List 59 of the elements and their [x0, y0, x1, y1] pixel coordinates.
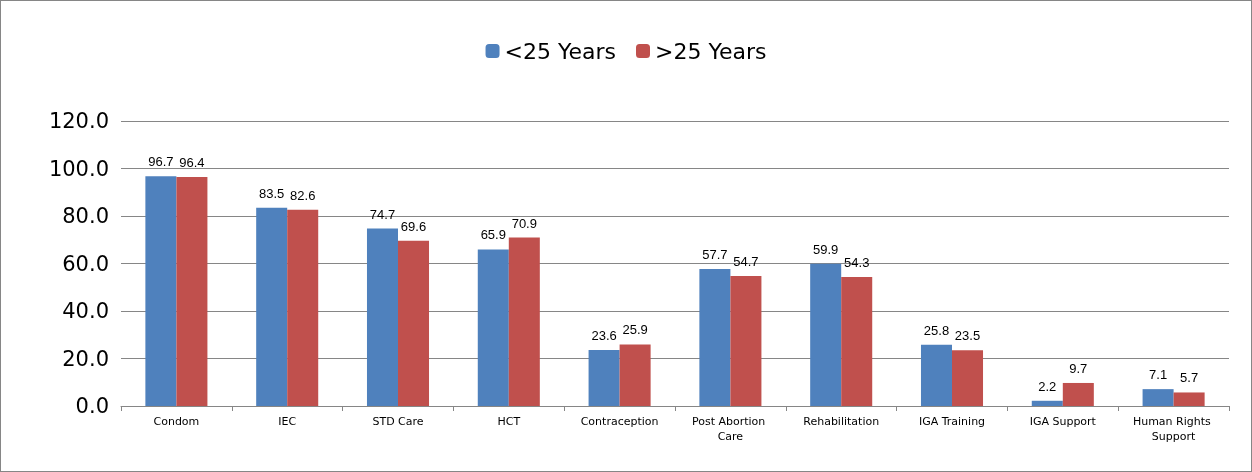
bar — [699, 268, 731, 406]
data-label: 25.9 — [622, 322, 648, 338]
bar — [508, 237, 540, 406]
x-tick-label: IGA Training — [918, 415, 986, 428]
bar — [477, 249, 509, 406]
x-tick-label: Human Rights Support — [1132, 415, 1215, 443]
bar — [841, 277, 873, 406]
bar — [1173, 392, 1205, 406]
y-tick-label: 40.0 — [62, 299, 109, 323]
bar — [619, 344, 651, 406]
data-label: 82.6 — [290, 187, 316, 203]
legend-label: <25 Years — [504, 38, 617, 64]
data-label: 74.7 — [369, 206, 396, 222]
data-label: 96.4 — [179, 155, 205, 171]
bar — [1031, 400, 1063, 406]
data-label: 25.8 — [923, 322, 950, 338]
data-label: 57.7 — [702, 246, 728, 262]
bar — [920, 344, 952, 406]
bar — [730, 276, 762, 406]
data-label: 7.1 — [1149, 367, 1168, 383]
bar — [588, 349, 620, 406]
bar — [287, 209, 319, 406]
bar — [256, 207, 288, 406]
data-label: 69.6 — [400, 218, 427, 234]
data-label: 83.5 — [259, 185, 285, 201]
data-label: 5.7 — [1180, 370, 1199, 386]
x-tick-label: STD Care — [372, 415, 424, 428]
y-tick-label: 80.0 — [62, 204, 109, 228]
x-tick-label: Rehabilitation — [803, 415, 880, 428]
y-tick-label: 20.0 — [62, 346, 109, 371]
data-label: 65.9 — [480, 227, 506, 243]
x-tick-label: Contraception — [580, 415, 659, 428]
y-tick-label: 0.0 — [75, 394, 109, 418]
x-tick-label: Condom — [153, 415, 200, 428]
y-tick-label: 60.0 — [62, 251, 109, 276]
x-tick-label: IEC — [278, 415, 297, 428]
data-label: 9.7 — [1069, 360, 1088, 376]
x-tick-label: IGA Support — [1029, 415, 1097, 428]
legend-label: >25 Years — [655, 38, 767, 64]
bar — [398, 240, 430, 406]
bar — [176, 177, 208, 406]
data-label: 54.7 — [733, 254, 759, 270]
bar — [366, 228, 398, 406]
y-tick-label: 100.0 — [48, 156, 109, 181]
y-tick-label: 120.0 — [48, 109, 109, 133]
x-tick-label: Post Abortion Care — [691, 415, 769, 443]
data-label: 96.7 — [148, 154, 174, 170]
data-label: 23.6 — [591, 327, 617, 343]
bar — [810, 263, 842, 406]
bar — [952, 350, 984, 406]
x-tick-label: HCT — [497, 415, 521, 428]
data-label: 59.9 — [813, 241, 839, 257]
data-label: 70.9 — [511, 215, 537, 231]
data-label: 54.3 — [844, 255, 870, 271]
bar — [1062, 382, 1094, 406]
bar — [145, 176, 177, 406]
data-label: 23.5 — [954, 328, 981, 344]
data-label: 2.2 — [1038, 378, 1057, 394]
bar — [1142, 389, 1174, 406]
